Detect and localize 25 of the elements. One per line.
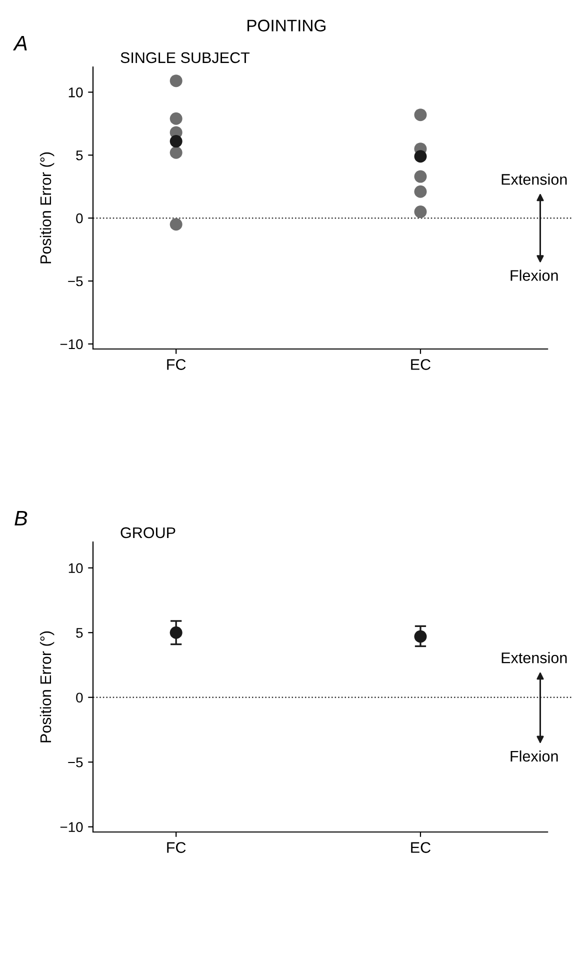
y-tick-label: −10 — [60, 822, 83, 832]
x-tick-label: EC — [411, 842, 431, 853]
y-tick-label: −5 — [68, 758, 83, 768]
x-tick-label: EC — [411, 359, 431, 370]
chart-subtitle: GROUP — [120, 527, 176, 538]
text: A — [12, 36, 27, 50]
y-axis-title: Position Error (°) — [40, 631, 54, 742]
y-tick-label: −10 — [60, 339, 83, 350]
annotation: Flexion — [510, 750, 558, 762]
y-tick-label: 5 — [76, 628, 83, 638]
annotation: Extension — [502, 652, 567, 664]
y-tick-label: 0 — [76, 692, 83, 703]
y-tick-label: 10 — [68, 88, 83, 98]
chart-title: POINTING — [248, 20, 326, 32]
chart-subtitle: SINGLE SUBJECT — [120, 52, 250, 64]
y-tick-label: 5 — [76, 150, 83, 160]
y-axis-title: Position Error (°) — [40, 152, 54, 264]
y-tick-label: 10 — [68, 563, 83, 574]
text: B — [14, 511, 28, 526]
y-tick-label: 0 — [76, 213, 83, 224]
y-tick-label: −5 — [68, 276, 83, 286]
annotation: Extension — [502, 174, 567, 185]
annotation: Flexion — [510, 270, 558, 281]
x-tick-label: FC — [167, 842, 186, 853]
x-tick-label: FC — [167, 359, 186, 370]
